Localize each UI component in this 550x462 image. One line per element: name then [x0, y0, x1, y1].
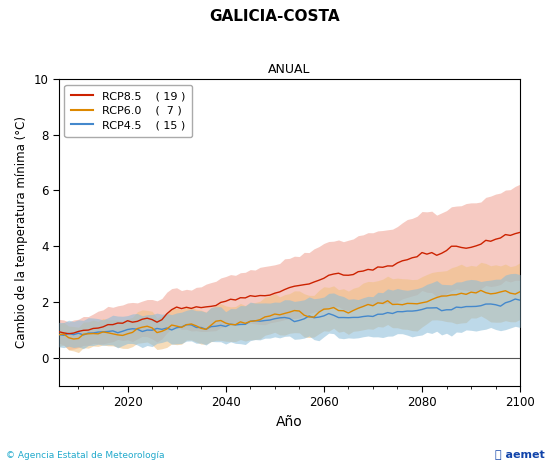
Text: GALICIA-COSTA: GALICIA-COSTA	[210, 9, 340, 24]
Y-axis label: Cambio de la temperatura mínima (°C): Cambio de la temperatura mínima (°C)	[15, 116, 28, 348]
Text: Ⓐ aemet: Ⓐ aemet	[495, 450, 544, 460]
Text: © Agencia Estatal de Meteorología: © Agencia Estatal de Meteorología	[6, 451, 164, 460]
Title: ANUAL: ANUAL	[268, 63, 311, 77]
Legend: RCP8.5    ( 19 ), RCP6.0    (  7 ), RCP4.5    ( 15 ): RCP8.5 ( 19 ), RCP6.0 ( 7 ), RCP4.5 ( 15…	[64, 85, 192, 137]
X-axis label: Año: Año	[276, 414, 303, 429]
